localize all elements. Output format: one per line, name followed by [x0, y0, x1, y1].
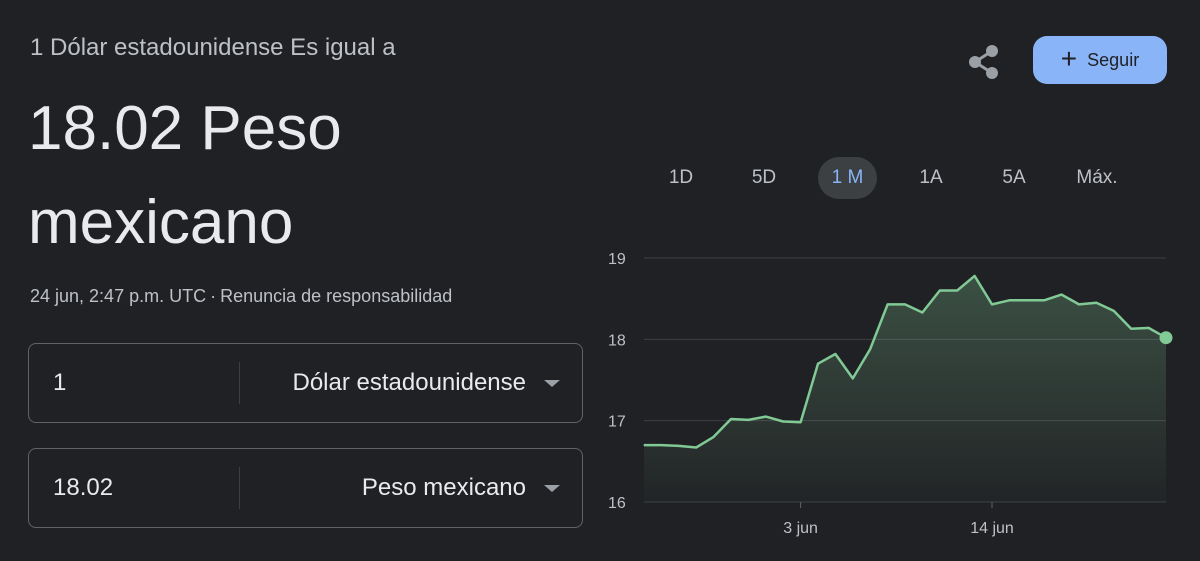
area-fill: [644, 275, 1166, 502]
data-point: [817, 363, 819, 365]
data-point: [1095, 302, 1097, 304]
rate-timestamp: 24 jun, 2:47 p.m. UTC: [30, 286, 207, 306]
range-1y[interactable]: 1A: [919, 167, 943, 188]
field-divider: [239, 467, 240, 509]
data-point: [904, 303, 906, 305]
data-point: [747, 419, 749, 421]
to-currency-row: 18.02 Peso mexicano: [28, 448, 583, 528]
to-amount-input[interactable]: 18.02: [53, 474, 114, 501]
data-point: [852, 377, 854, 379]
data-point: [1008, 299, 1010, 301]
disclaimer-link[interactable]: Renuncia de responsabilidad: [220, 286, 453, 306]
conversion-result-line1: 18.02 Peso: [28, 94, 342, 163]
data-point: [887, 303, 889, 305]
conversion-result-line2: mexicano: [28, 188, 294, 257]
from-amount-input[interactable]: 1: [53, 369, 67, 396]
data-point: [974, 275, 976, 277]
from-currency-row: 1 Dólar estadounidense: [28, 343, 583, 423]
current-value-dot: [1159, 331, 1173, 345]
chevron-down-icon: [544, 379, 560, 387]
share-button[interactable]: [962, 40, 1006, 84]
data-point: [1043, 299, 1045, 301]
data-point: [1113, 310, 1115, 312]
data-point: [956, 289, 958, 292]
data-point: [1130, 328, 1132, 330]
y-tick-label: 18: [608, 332, 626, 349]
range-5d[interactable]: 5D: [751, 167, 777, 188]
follow-button[interactable]: + Seguir: [1033, 36, 1167, 84]
conversion-subtitle: 1 Dólar estadounidense Es igual a: [30, 34, 396, 61]
share-icon: [969, 45, 998, 79]
data-point: [678, 445, 680, 447]
data-point: [1061, 294, 1063, 296]
data-point: [1078, 303, 1080, 305]
conversion-result: 18.02 Peso mexicano: [28, 82, 588, 270]
data-point: [730, 418, 732, 420]
data-point: [660, 444, 662, 446]
data-point: [921, 311, 923, 314]
rate-meta: 24 jun, 2:47 p.m. UTC · Renuncia de respon…: [30, 286, 452, 307]
meta-separator: ·: [210, 286, 217, 306]
y-tick-label: 17: [608, 414, 626, 431]
data-point: [834, 353, 836, 355]
follow-label: Seguir: [1087, 49, 1140, 70]
y-tick-label: 16: [608, 495, 626, 512]
data-point: [1026, 299, 1028, 301]
data-point: [782, 420, 784, 423]
range-max[interactable]: Máx.: [1076, 167, 1118, 188]
data-point: [939, 289, 941, 292]
range-1m[interactable]: 1 M: [818, 157, 877, 199]
y-tick-label: 19: [608, 251, 626, 268]
range-5y[interactable]: 5A: [1002, 167, 1026, 188]
data-point: [765, 416, 767, 418]
from-currency-select[interactable]: Dólar estadounidense: [240, 344, 582, 422]
data-point: [1148, 327, 1150, 329]
data-point: [643, 444, 645, 446]
chevron-down-icon: [544, 484, 560, 492]
x-tick-label: 14 jun: [970, 520, 1014, 537]
data-point: [869, 348, 871, 350]
to-currency-select[interactable]: Peso mexicano: [240, 449, 582, 527]
data-point: [800, 421, 802, 423]
data-point: [695, 446, 697, 449]
to-currency-label: Peso mexicano: [361, 474, 526, 501]
x-tick-label: 3 jun: [783, 520, 818, 537]
data-point: [713, 436, 715, 438]
range-selector: 1D 5D 1 M 1A 5A Máx.: [640, 157, 1160, 201]
plus-icon: +: [1060, 43, 1078, 74]
from-currency-label: Dólar estadounidense: [292, 369, 527, 396]
range-1d[interactable]: 1D: [668, 167, 694, 188]
field-divider: [239, 362, 240, 404]
data-point: [991, 303, 993, 305]
exchange-rate-chart: 16 17 18 19 3 jun 14 jun: [608, 251, 1173, 537]
